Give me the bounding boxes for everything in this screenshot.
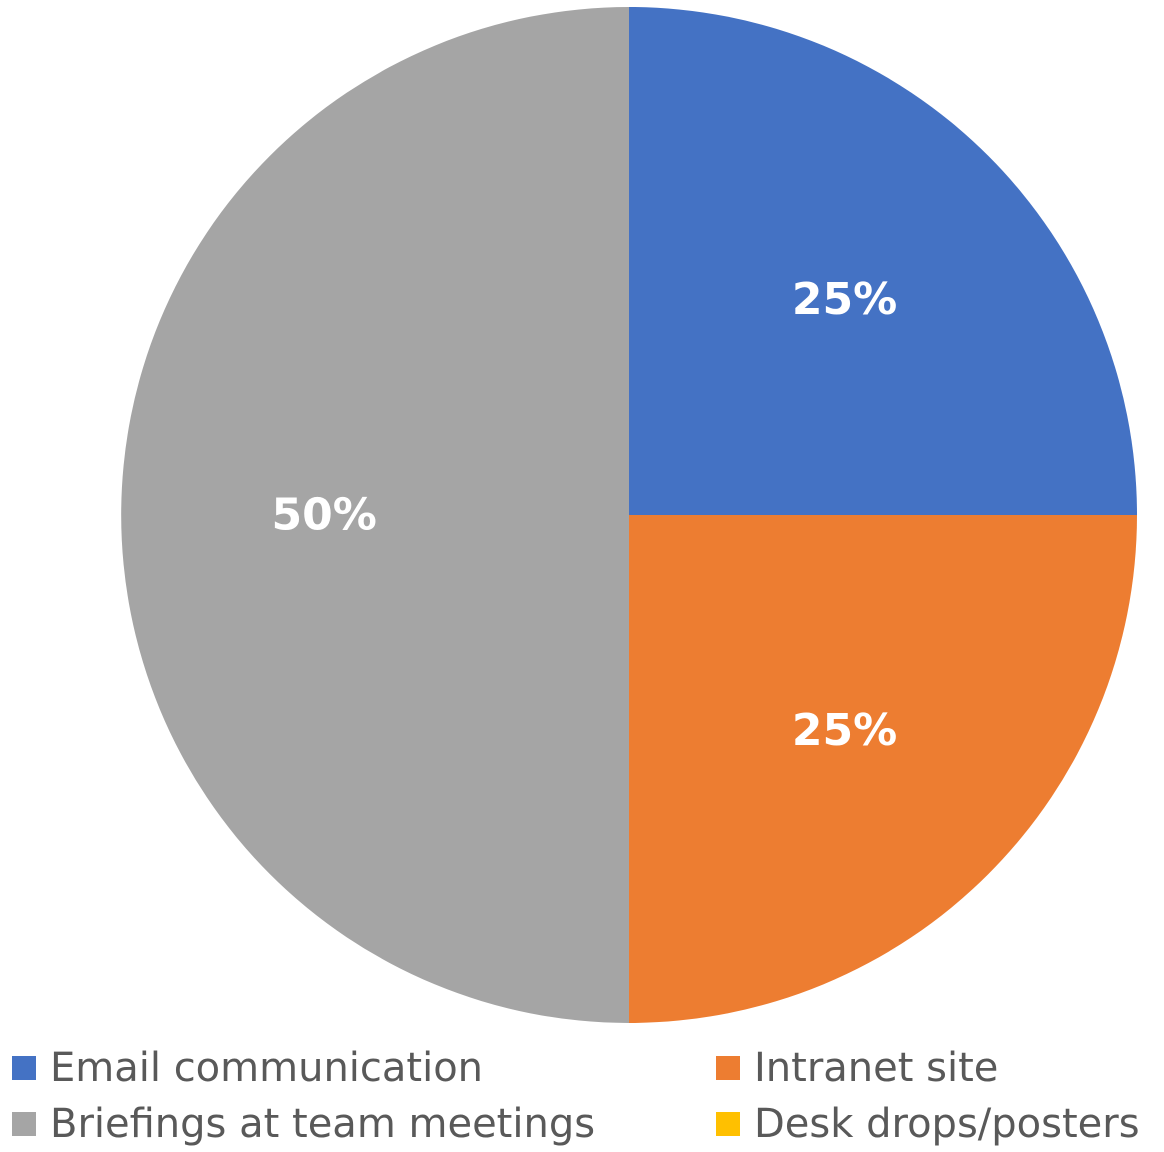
legend-swatch-email-communication [12,1056,36,1080]
pie-slice-briefings-at-team-meetings [121,7,629,1023]
data-label-email-communication: 25% [792,274,897,325]
pie-slice-email-communication [629,7,1137,515]
chart-legend: Email communication Intranet site Briefi… [0,1040,1164,1151]
legend-item-briefings-at-team-meetings: Briefings at team meetings [12,1096,595,1152]
pie-slices [121,7,1137,1023]
legend-label-briefings-at-team-meetings: Briefings at team meetings [50,1101,596,1147]
pie-slice-intranet-site [629,515,1137,1023]
legend-label-intranet-site: Intranet site [754,1045,999,1091]
legend-item-email-communication: Email communication [12,1040,483,1096]
legend-label-desk-drops-posters: Desk drops/posters [754,1101,1140,1147]
pie-chart: 25% 25% 50% [121,7,1137,1023]
legend-item-desk-drops-posters: Desk drops/posters [716,1096,1140,1152]
legend-label-email-communication: Email communication [50,1045,484,1091]
data-label-briefings-at-team-meetings: 50% [272,490,377,541]
legend-swatch-briefings-at-team-meetings [12,1112,36,1136]
legend-item-intranet-site: Intranet site [716,1040,998,1096]
data-label-intranet-site: 25% [792,705,897,756]
legend-swatch-intranet-site [716,1056,740,1080]
pie-data-labels: 25% 25% 50% [272,274,898,756]
legend-swatch-desk-drops-posters [716,1112,740,1136]
